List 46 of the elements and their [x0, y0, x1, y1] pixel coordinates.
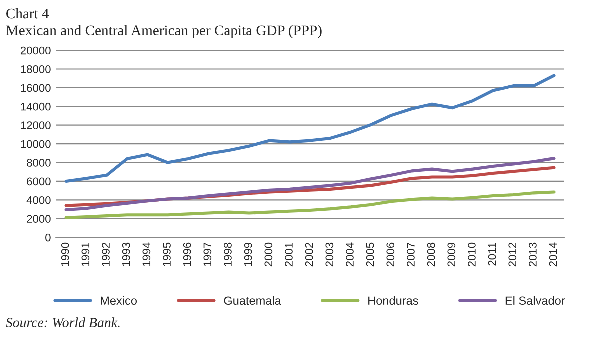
x-tick-label: 2010	[468, 242, 476, 267]
line-series	[64, 74, 556, 184]
x-tick-label: 2000	[264, 242, 273, 267]
x-tick-label: 2003	[326, 242, 334, 267]
legend-label: Mexico	[101, 296, 137, 306]
y-tick-label: 18000	[21, 66, 51, 74]
y-tick-label: 12000	[21, 122, 51, 130]
legend-label: Honduras	[368, 296, 418, 306]
y-tick-label: 2000	[27, 215, 51, 224]
x-tick-label: 2007	[407, 243, 415, 267]
x-tick-label: 1991	[82, 242, 90, 266]
x-tick-label: 1990	[61, 242, 70, 266]
x-tick-label: 1998	[224, 242, 232, 266]
x-tick-label: 1999	[244, 242, 252, 266]
x-tick-label: 2008	[427, 242, 436, 267]
y-tick-label: 16000	[21, 84, 51, 92]
x-tick-label: 2004	[346, 242, 354, 267]
x-tick-label: 2006	[386, 242, 395, 267]
x-tick-label: 1993	[122, 242, 130, 266]
y-tick-label: 8000	[27, 159, 51, 167]
line-series	[64, 157, 556, 212]
x-tick-label: 1995	[163, 242, 171, 266]
legend-label: Guatemala	[224, 296, 282, 306]
x-tick-label: 1996	[183, 242, 192, 266]
legend-label: El Salvador	[506, 296, 566, 306]
x-tick-label: 1992	[102, 243, 110, 266]
chart-subtitle: Mexican and Central American per Capita GDP (PPP)	[6, 25, 322, 38]
x-tick-label: 2013	[529, 242, 537, 267]
x-tick-label: 2005	[366, 242, 374, 267]
y-tick-label: 6000	[27, 178, 51, 186]
x-tick-label: 1994	[142, 242, 151, 266]
x-tick-label: 2009	[448, 242, 456, 267]
y-tick-label: 10000	[21, 140, 51, 148]
x-tick-label: 2001	[285, 242, 293, 267]
x-tick-label: 2014	[549, 242, 558, 267]
y-tick-label: 14000	[21, 102, 51, 111]
x-tick-label: 1997	[204, 243, 212, 266]
y-tick-label: 0	[46, 234, 51, 242]
source-note: Source: World Bank.	[6, 318, 120, 328]
chart-title: Chart 4	[6, 8, 50, 19]
y-tick-label: 4000	[26, 196, 51, 204]
line-series	[64, 190, 556, 220]
y-tick-label: 20000	[20, 46, 51, 55]
x-tick-label: 2012	[508, 243, 517, 267]
x-tick-label: 2002	[305, 243, 314, 267]
x-tick-label: 2011	[488, 242, 496, 266]
